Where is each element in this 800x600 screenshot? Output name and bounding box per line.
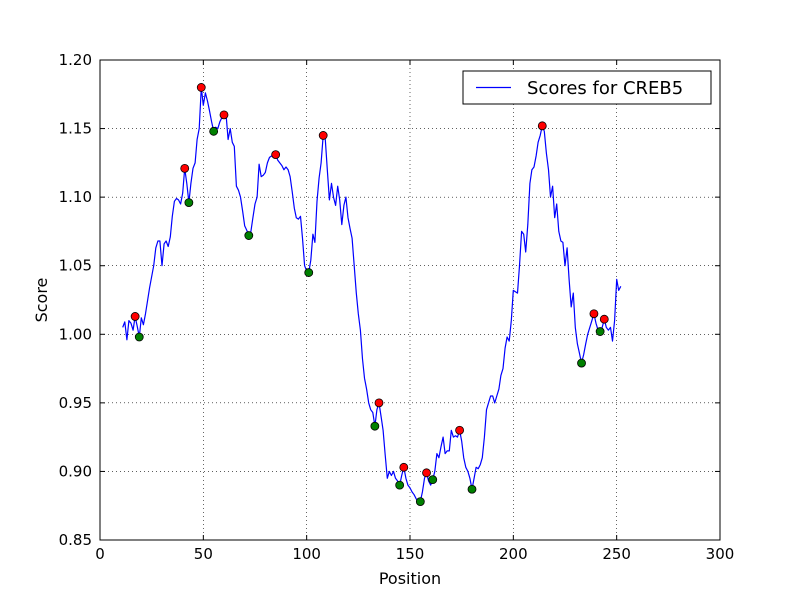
minimum-marker bbox=[467, 484, 477, 494]
series-line bbox=[122, 86, 622, 503]
x-tick-label: 250 bbox=[602, 545, 631, 563]
x-tick-label: 300 bbox=[706, 545, 735, 563]
x-tick-label: 150 bbox=[396, 545, 425, 563]
minimum-marker bbox=[244, 231, 254, 240]
maximum-marker bbox=[130, 312, 140, 321]
maximum-marker bbox=[219, 110, 229, 120]
maximum-marker bbox=[271, 150, 281, 160]
marker-layer bbox=[130, 83, 609, 507]
minimum-marker bbox=[304, 268, 314, 277]
minimum-marker bbox=[428, 475, 438, 485]
minimum-marker bbox=[184, 198, 194, 208]
x-tick-label: 100 bbox=[292, 545, 321, 563]
y-tick-label: 0.90 bbox=[59, 462, 92, 480]
maximum-marker bbox=[180, 163, 190, 173]
y-tick-label: 1.00 bbox=[59, 325, 92, 343]
y-tick-label: 1.15 bbox=[59, 120, 92, 138]
y-tick-label: 0.85 bbox=[59, 531, 92, 549]
y-tick-label: 1.10 bbox=[59, 188, 92, 206]
maximum-marker bbox=[422, 468, 431, 478]
x-tick-label: 0 bbox=[95, 545, 105, 563]
grid bbox=[100, 60, 720, 540]
maximum-marker bbox=[399, 462, 409, 472]
y-tick-label: 0.95 bbox=[59, 394, 92, 412]
ticks: 0 50 100 150 200 250 300 0.85 0.90 0.95 1.00 1.05 1.… bbox=[59, 51, 735, 563]
maximum-marker bbox=[537, 121, 547, 131]
minimum-marker bbox=[595, 327, 605, 336]
x-tick-label: 50 bbox=[194, 545, 213, 563]
series-layer bbox=[122, 86, 622, 503]
y-tick-label: 1.20 bbox=[59, 51, 92, 69]
y-axis-label: Score bbox=[32, 278, 51, 323]
minimum-marker bbox=[370, 421, 380, 431]
legend: Scores for CREB5 bbox=[462, 70, 712, 105]
minimum-marker bbox=[395, 480, 405, 490]
y-tick-label: 1.05 bbox=[59, 257, 92, 275]
maximum-marker bbox=[599, 314, 609, 324]
maximum-marker bbox=[374, 398, 384, 408]
maximum-marker bbox=[196, 83, 206, 92]
maximum-marker bbox=[589, 309, 599, 319]
minimum-marker bbox=[209, 126, 219, 136]
x-axis-label: Position bbox=[379, 569, 441, 588]
maximum-marker bbox=[318, 131, 328, 140]
minimum-marker bbox=[134, 332, 144, 342]
minimum-marker bbox=[415, 497, 425, 507]
maximum-marker bbox=[455, 425, 465, 435]
legend-label: Scores for CREB5 bbox=[527, 78, 683, 99]
x-tick-label: 200 bbox=[499, 545, 528, 563]
minimum-marker bbox=[577, 358, 586, 368]
